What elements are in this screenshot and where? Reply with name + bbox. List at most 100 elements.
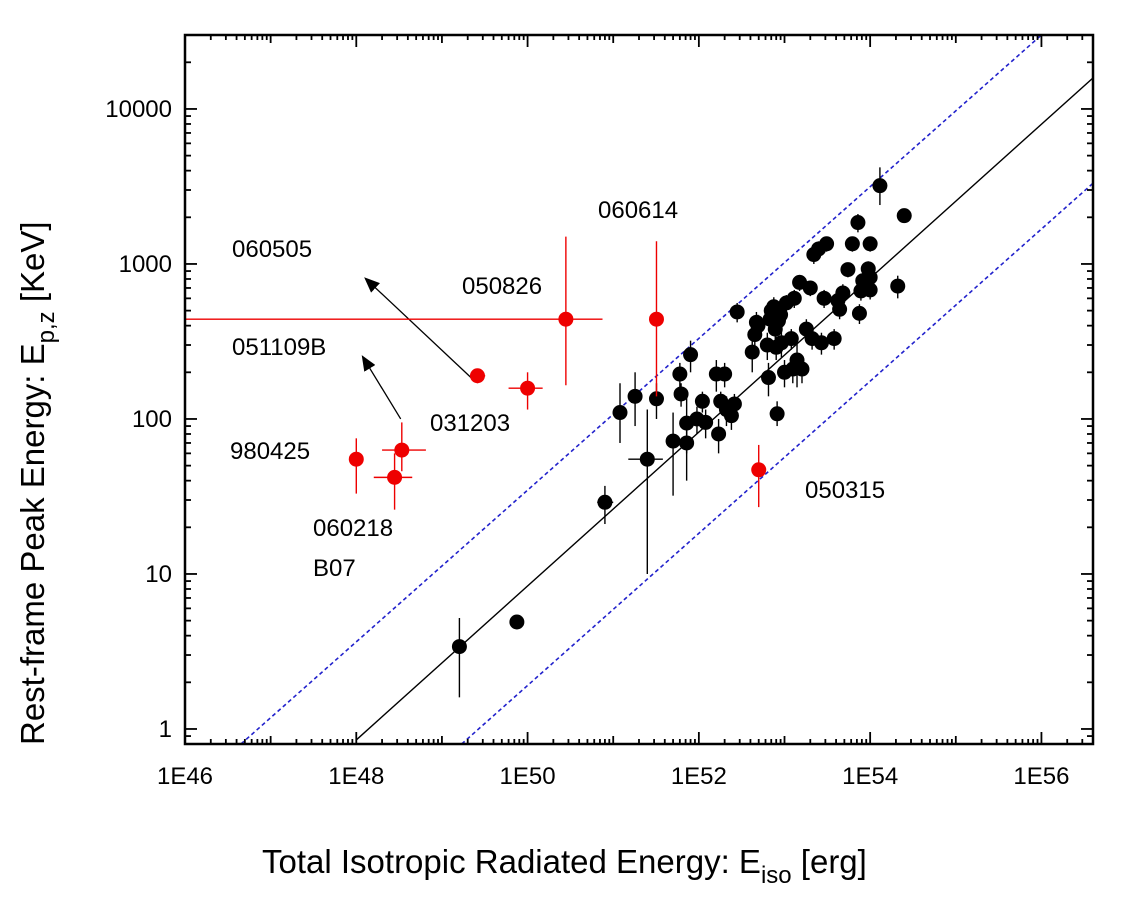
point-s0-19 — [717, 362, 733, 388]
y-tick-label: 1 — [159, 716, 172, 743]
point-s0-46 — [794, 357, 810, 384]
point-s1-5 — [185, 236, 603, 386]
band-line-1 — [240, 35, 1042, 744]
marker — [717, 366, 733, 382]
y-axis-title-sub: p,z — [33, 311, 60, 343]
marker — [387, 469, 403, 485]
marker — [648, 391, 664, 407]
marker — [648, 311, 664, 327]
marker — [558, 311, 574, 327]
annotation-980425: 980425 — [230, 438, 310, 465]
marker — [896, 208, 912, 224]
x-axis-title-sub: iso — [761, 862, 792, 889]
x-axis-title-main: Total Isotropic Radiated Energy: E — [262, 843, 761, 880]
axis-ticks — [184, 34, 1094, 745]
point-s0-29 — [760, 362, 776, 397]
point-s0-58 — [835, 284, 851, 303]
marker — [673, 386, 689, 402]
x-axis-title-unit: [erg] — [792, 843, 867, 880]
marker — [851, 305, 867, 321]
point-s0-17 — [711, 418, 727, 454]
point-s0-71 — [896, 208, 912, 224]
annotation-051109b: 051109B — [232, 334, 326, 361]
y-tick-label: 10000 — [105, 96, 172, 123]
marker — [672, 366, 688, 382]
marker — [726, 396, 742, 412]
marker — [665, 433, 681, 449]
x-tick-label: 1E56 — [1013, 763, 1069, 790]
annotation-arrow-0 — [364, 277, 474, 380]
point-s0-9 — [673, 383, 689, 407]
point-s0-2 — [597, 485, 614, 525]
band-line-2 — [461, 182, 1093, 744]
point-s0-4 — [612, 383, 628, 443]
annotation-050826: 050826 — [462, 273, 542, 300]
point-s0-57 — [832, 300, 848, 320]
point-s0-59 — [840, 262, 856, 278]
marker — [872, 178, 888, 194]
point-s0-70 — [890, 275, 906, 299]
marker — [769, 406, 785, 422]
axis-tick-labels: 1E46 1E48 1E50 1E52 1E54 1E56 1 10 100 1000 10000 — [105, 96, 1069, 790]
marker — [786, 290, 802, 306]
point-s0-41 — [783, 329, 799, 350]
x-tick-label: 1E48 — [328, 763, 384, 790]
point-s0-1 — [509, 614, 525, 630]
point-s1-1 — [373, 453, 413, 510]
annotation-060218: 060218 — [313, 515, 393, 542]
point-s0-15 — [698, 409, 714, 439]
annotation-050315: 050315 — [805, 477, 885, 504]
marker — [679, 435, 695, 451]
marker — [723, 408, 739, 424]
point-s0-55 — [826, 329, 842, 350]
point-s1-6 — [648, 241, 664, 397]
annotation-031203: 031203 — [430, 410, 510, 437]
marker — [750, 318, 766, 334]
annotation-060505: 060505 — [232, 236, 312, 263]
annotation-arrows — [361, 277, 474, 420]
point-s0-12 — [683, 340, 699, 373]
marker — [729, 304, 745, 320]
marker — [711, 426, 727, 442]
y-tick-label: 10 — [145, 561, 172, 588]
marker — [826, 331, 842, 347]
marker — [751, 462, 767, 478]
point-s0-37 — [773, 305, 789, 326]
marker — [394, 442, 410, 458]
point-s0-61 — [850, 214, 866, 233]
plot-frame — [183, 33, 1095, 746]
point-s0-0 — [451, 617, 467, 698]
annotation-b07: B07 — [313, 555, 356, 582]
marker — [802, 280, 818, 296]
marker — [840, 262, 856, 278]
point-s1-4 — [508, 372, 543, 410]
marker — [816, 290, 832, 306]
y-axis-title-unit: [KeV] — [14, 221, 51, 311]
point-s0-60 — [844, 236, 860, 252]
point-s0-23 — [729, 302, 745, 323]
annotation-060614: 060614 — [598, 197, 678, 224]
point-s1-0 — [348, 438, 364, 494]
marker — [451, 639, 467, 655]
point-s0-48 — [802, 280, 818, 297]
x-tick-label: 1E52 — [671, 763, 727, 790]
marker — [794, 361, 810, 377]
point-s0-8 — [672, 362, 688, 388]
point-s0-69 — [872, 167, 888, 206]
point-s0-62 — [851, 304, 867, 324]
point-annotations: 060614 060505 050826 051109B 031203 9804… — [230, 197, 885, 582]
marker — [862, 282, 878, 298]
marker — [844, 236, 860, 252]
marker — [348, 451, 364, 467]
point-s0-5 — [627, 372, 643, 427]
marker — [597, 494, 613, 510]
y-axis-title: Rest-frame Peak Energy: Ep,z [KeV] — [14, 221, 60, 745]
point-s0-22 — [726, 393, 742, 416]
marker — [683, 347, 699, 363]
marker — [862, 236, 878, 252]
x-tick-label: 1E50 — [500, 763, 556, 790]
y-axis-title-main: Rest-frame Peak Energy: E — [14, 343, 51, 745]
point-s1-7 — [751, 444, 767, 508]
marker — [469, 368, 485, 384]
